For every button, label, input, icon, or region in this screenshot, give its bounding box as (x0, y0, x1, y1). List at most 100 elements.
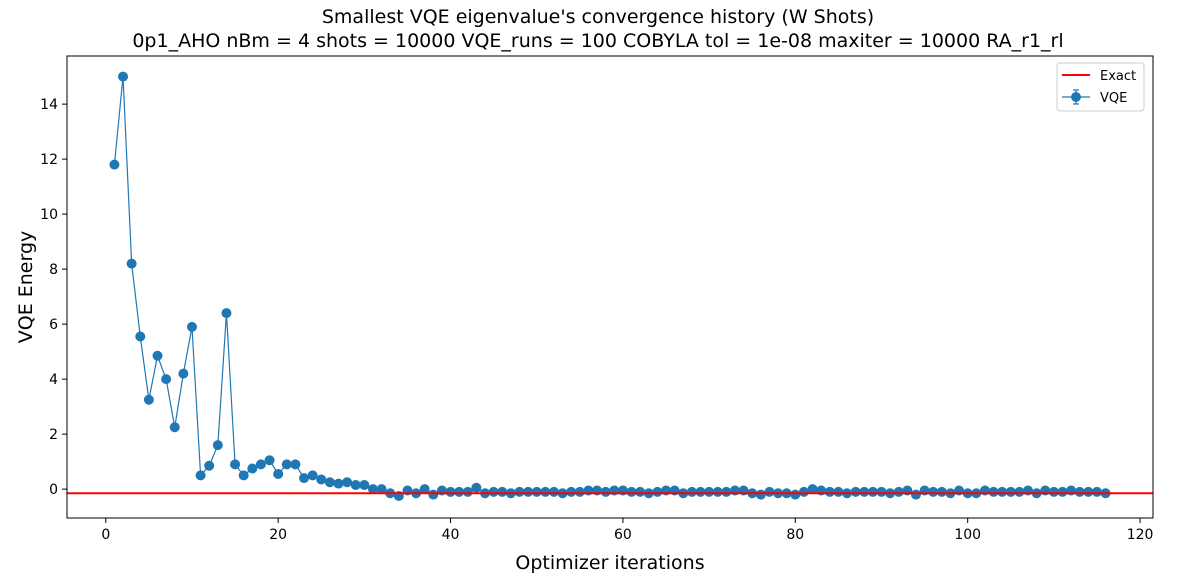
vqe-point (462, 486, 473, 497)
vqe-point (798, 486, 809, 497)
vqe-point (1005, 486, 1016, 497)
vqe-point (790, 489, 801, 500)
vqe-point (626, 486, 637, 497)
vqe-point (928, 486, 939, 497)
vqe-point (859, 486, 870, 497)
vqe-point (807, 484, 818, 495)
vqe-point (686, 486, 697, 497)
vqe-point (238, 470, 249, 481)
vqe-point (704, 486, 715, 497)
vqe-point (721, 486, 732, 497)
vqe-point (152, 350, 163, 361)
vqe-point (523, 486, 534, 497)
vqe-point (531, 486, 542, 497)
vqe-series-line (113, 76, 1106, 497)
vqe-point (109, 159, 120, 170)
vqe-point (307, 470, 318, 481)
vqe-point (867, 486, 878, 497)
vqe-point (574, 486, 585, 497)
vqe-point (540, 486, 551, 497)
vqe-point (997, 486, 1008, 497)
vqe-point (652, 486, 663, 497)
y-tick-label: 12 (40, 152, 58, 168)
vqe-point (1014, 486, 1025, 497)
vqe-point (367, 484, 378, 495)
vqe-point (324, 477, 335, 488)
vqe-point (342, 477, 353, 488)
vqe-point (548, 486, 559, 497)
vqe-point (850, 486, 861, 497)
vqe-point (445, 486, 456, 497)
vqe-point (264, 455, 275, 466)
x-tick-label: 20 (269, 527, 287, 543)
x-tick-label: 40 (442, 527, 460, 543)
vqe-point (419, 484, 430, 495)
vqe-point (281, 459, 292, 470)
vqe-point (316, 474, 327, 485)
vqe-point (135, 331, 146, 342)
y-tick-label: 6 (49, 317, 58, 333)
vqe-point (833, 486, 844, 497)
plot-frame (66, 55, 1154, 519)
y-tick-label: 8 (49, 262, 58, 278)
vqe-point (273, 469, 284, 479)
vqe-point (186, 321, 197, 332)
vqe-point (1083, 486, 1094, 497)
vqe-point (497, 486, 508, 497)
x-tick-label: 0 (101, 527, 110, 543)
vqe-point (161, 374, 172, 385)
y-axis-label: VQE Energy (15, 231, 37, 344)
vqe-point (488, 486, 499, 497)
vqe-point (212, 440, 223, 451)
vqe-point (333, 478, 344, 489)
y-tick-label: 2 (49, 427, 58, 443)
vqe-point (1074, 486, 1085, 497)
vqe-point (712, 486, 723, 497)
vqe-point (118, 71, 129, 82)
y-tick-label: 14 (40, 97, 58, 113)
vqe-point (290, 459, 301, 470)
vqe-point (255, 459, 266, 470)
vqe-point (635, 486, 646, 497)
y-tick-label: 4 (49, 372, 58, 388)
vqe-point (471, 482, 482, 493)
vqe-point (1048, 486, 1059, 497)
vqe-point (299, 473, 310, 484)
vqe-point (893, 486, 904, 497)
vqe-point (1057, 486, 1068, 497)
x-axis: 0 20 40 60 80 100 120 (101, 518, 1153, 543)
vqe-point (600, 486, 611, 497)
vqe-point (514, 486, 525, 497)
x-tick-label: 100 (954, 527, 981, 543)
vqe-point (221, 308, 232, 319)
vqe-point (1091, 486, 1102, 497)
vqe-point (350, 480, 361, 490)
vqe-point (428, 489, 439, 500)
vqe-point (143, 394, 154, 405)
vqe-point (247, 463, 258, 474)
y-tick-label: 10 (40, 207, 58, 223)
legend-vqe-marker (1071, 92, 1081, 102)
vqe-point (824, 486, 835, 497)
legend-vqe-label: VQE (1100, 91, 1127, 106)
plot-content (67, 71, 1153, 501)
y-tick-label: 0 (49, 482, 58, 498)
vqe-point (359, 480, 370, 490)
chart-title: Smallest VQE eigenvalue's convergence hi… (321, 6, 875, 28)
x-tick-label: 60 (614, 527, 632, 543)
legend: Exact VQE (1056, 62, 1145, 112)
vqe-point (755, 489, 766, 500)
x-axis-label: Optimizer iterations (515, 552, 704, 574)
vqe-point (910, 489, 921, 500)
vqe-point (876, 486, 887, 497)
vqe-point (195, 470, 206, 481)
vqe-point (178, 368, 189, 379)
vqe-point (695, 486, 706, 497)
legend-exact-label: Exact (1100, 69, 1136, 84)
vqe-point (126, 258, 137, 269)
vqe-point (566, 486, 577, 497)
vqe-point (204, 460, 215, 471)
vqe-point (454, 486, 465, 497)
vqe-point (230, 459, 241, 470)
vqe-point (169, 422, 180, 433)
